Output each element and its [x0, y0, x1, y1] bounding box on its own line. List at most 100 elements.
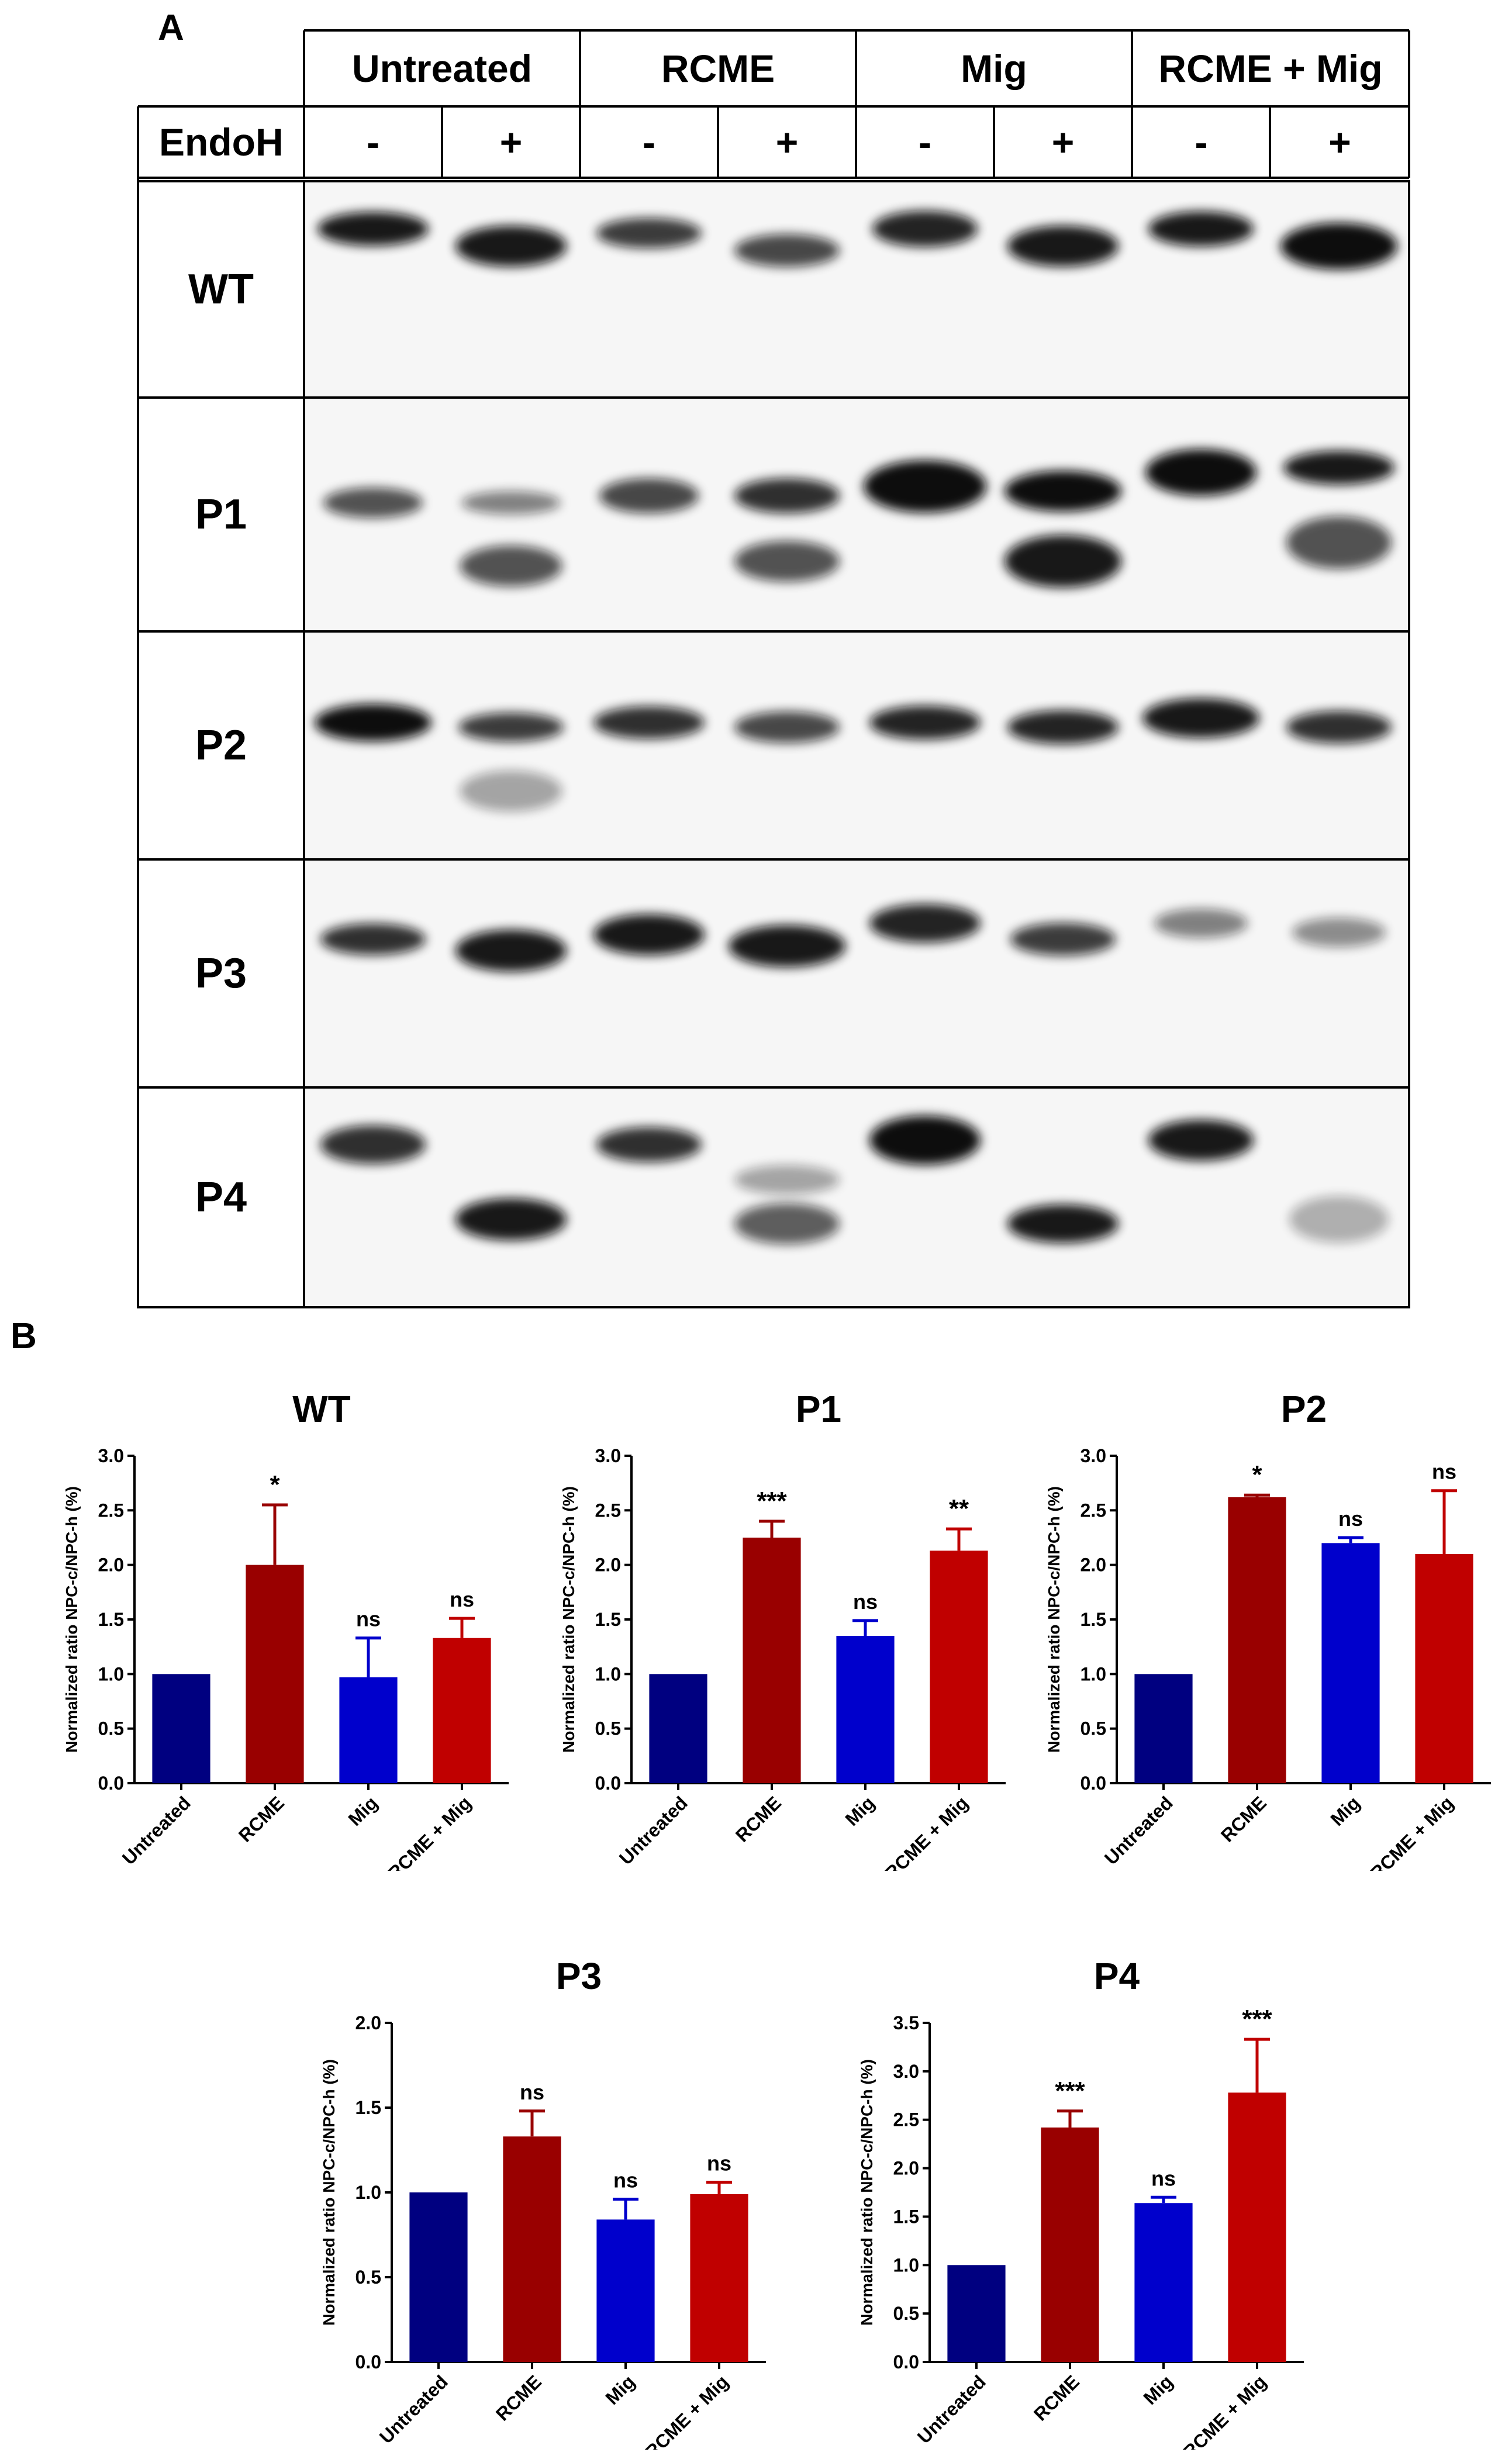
lane-sign: -: [1195, 120, 1208, 164]
y-axis-label: Normalized ratio NPC-c/NPC-h (%): [858, 2059, 876, 2326]
endoh-label: EndoH: [159, 120, 284, 164]
significance-label: *: [270, 1470, 280, 1499]
x-tick-label: RCME + Mig: [384, 1792, 475, 1871]
bar: [1415, 1554, 1473, 1783]
bar-chart-p4: P4 Normalized ratio NPC-c/NPC-h (%) 0.0 0.5…: [858, 1955, 1304, 2450]
y-tick-label: 2.0: [98, 1555, 124, 1576]
x-tick-label: RCME + Mig: [1366, 1792, 1458, 1871]
x-tick-label: Mig: [841, 1792, 879, 1829]
bar: [246, 1565, 304, 1783]
y-tick-label: 2.5: [98, 1500, 124, 1521]
x-tick-label: RCME + Mig: [641, 2371, 733, 2450]
y-tick-label: 1.5: [893, 2206, 919, 2227]
y-tick-label: 1.0: [355, 2182, 381, 2203]
y-axis-label: Normalized ratio NPC-c/NPC-h (%): [1045, 1486, 1063, 1753]
lane-sign: +: [775, 120, 799, 164]
significance-label: ***: [757, 1487, 787, 1515]
significance-label: ns: [520, 2080, 544, 2104]
y-tick-label: 0.5: [1081, 1718, 1106, 1739]
y-tick-label: 1.0: [98, 1663, 124, 1684]
x-tick-label: Mig: [344, 1792, 382, 1829]
significance-label: ns: [1151, 2166, 1176, 2190]
bar: [1228, 2092, 1286, 2362]
blot-group-mig: Mig: [961, 47, 1027, 90]
y-tick-label: 0.5: [595, 1718, 621, 1739]
significance-label: ns: [450, 1587, 474, 1611]
row-label-p2: P2: [195, 722, 247, 769]
y-tick-label: 1.0: [595, 1663, 621, 1684]
significance-label: ns: [356, 1607, 381, 1631]
y-tick-label: 2.0: [355, 2012, 381, 2033]
western-blot-panel: [137, 29, 1410, 1308]
y-tick-label: 2.5: [893, 2109, 919, 2130]
y-axis-label: Normalized ratio NPC-c/NPC-h (%): [560, 1486, 578, 1753]
x-tick-label: RCME: [492, 2371, 546, 2425]
panel-a-label: A: [158, 8, 184, 48]
y-tick-label: 2.0: [1081, 1555, 1106, 1576]
x-tick-label: RCME: [1217, 1792, 1271, 1846]
y-tick-label: 1.5: [355, 2097, 381, 2118]
y-tick-label: 0.5: [98, 1718, 124, 1739]
bar-chart-p2: P2 Normalized ratio NPC-c/NPC-h (%) 0.0 0.5…: [1045, 1388, 1491, 1871]
row-label-wt: WT: [188, 266, 254, 313]
chart-title: WT: [292, 1388, 351, 1430]
row-label-p4: P4: [195, 1174, 247, 1221]
bar: [409, 2192, 468, 2362]
x-tick-label: Untreated: [118, 1792, 195, 1869]
y-tick-label: 2.0: [893, 2158, 919, 2179]
y-axis-label: Normalized ratio NPC-c/NPC-h (%): [63, 1486, 81, 1753]
y-tick-label: 0.0: [355, 2351, 381, 2372]
x-tick-label: RCME: [234, 1792, 288, 1846]
y-tick-label: 3.5: [893, 2012, 919, 2033]
x-tick-label: RCME: [1030, 2371, 1083, 2425]
y-tick-label: 2.0: [595, 1555, 621, 1576]
lane-sign: -: [919, 120, 931, 164]
bar: [1134, 1674, 1193, 1783]
bar: [339, 1677, 398, 1783]
bar-chart-wt: WT Normalized ratio NPC-c/NPC-h (%) 0.0 0.5…: [63, 1388, 509, 1871]
lane-sign: +: [1051, 120, 1075, 164]
y-axis-label: Normalized ratio NPC-c/NPC-h (%): [320, 2059, 338, 2326]
bar: [947, 2265, 1006, 2362]
chart-title: P4: [1094, 1955, 1140, 1997]
bar: [930, 1550, 988, 1783]
significance-label: ns: [853, 1590, 878, 1614]
y-tick-label: 1.5: [595, 1609, 621, 1630]
significance-label: **: [949, 1494, 969, 1523]
lane-sign: -: [367, 120, 379, 164]
significance-label: ns: [1338, 1507, 1363, 1531]
row-label-p1: P1: [195, 491, 247, 538]
x-tick-label: Untreated: [913, 2371, 990, 2447]
y-tick-label: 3.0: [98, 1445, 124, 1466]
y-tick-label: 1.5: [98, 1609, 124, 1630]
x-tick-label: RCME: [731, 1792, 785, 1846]
bar: [690, 2194, 748, 2362]
bar: [1041, 2127, 1099, 2362]
x-tick-label: Mig: [602, 2371, 639, 2408]
y-tick-label: 1.0: [893, 2254, 919, 2275]
bar: [743, 1538, 801, 1783]
y-tick-label: 0.0: [98, 1773, 124, 1794]
x-tick-label: Mig: [1327, 1792, 1364, 1829]
lane-sign: -: [643, 120, 655, 164]
chart-title: P2: [1281, 1388, 1327, 1430]
y-tick-label: 2.5: [595, 1500, 621, 1521]
x-tick-label: Untreated: [375, 2371, 452, 2447]
bar: [503, 2136, 561, 2362]
x-tick-label: Mig: [1140, 2371, 1177, 2408]
significance-label: ***: [1242, 2005, 1272, 2033]
significance-label: ns: [613, 2168, 638, 2192]
significance-label: *: [1252, 1460, 1262, 1489]
significance-label: ns: [707, 2151, 731, 2175]
significance-label: ***: [1055, 2077, 1085, 2105]
x-tick-label: RCME + Mig: [881, 1792, 972, 1871]
bar: [836, 1636, 895, 1783]
blot-group-rcme-mig: RCME + Mig: [1158, 47, 1383, 90]
y-tick-label: 0.0: [893, 2351, 919, 2372]
lane-sign: +: [1328, 120, 1351, 164]
blot-group-untreated: Untreated: [351, 47, 533, 90]
bar-chart-p3: P3 Normalized ratio NPC-c/NPC-h (%) 0.0 0.5…: [320, 1955, 766, 2450]
bar: [1321, 1543, 1380, 1783]
bar: [649, 1674, 707, 1783]
x-tick-label: Untreated: [1100, 1792, 1177, 1869]
